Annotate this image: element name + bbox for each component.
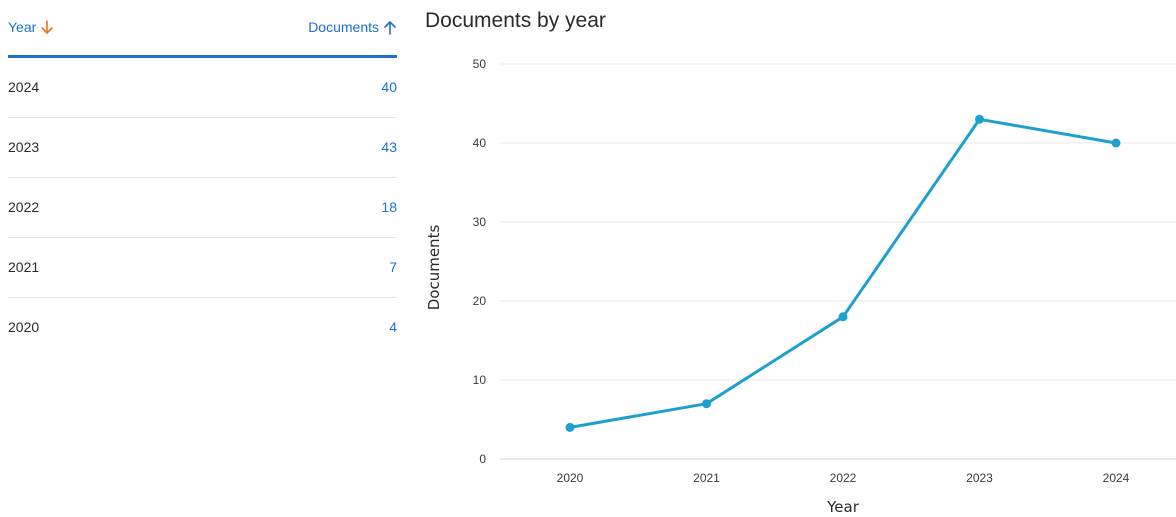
series-line	[568, 117, 1118, 429]
chart-title: Documents by year	[425, 9, 606, 32]
documents-count-link[interactable]: 4	[389, 319, 397, 335]
x-tick-label: 2024	[1103, 471, 1130, 485]
year-cell: 2020	[8, 319, 40, 335]
x-tick-label: 2022	[830, 471, 857, 485]
y-tick-label: 20	[473, 294, 487, 308]
data-point[interactable]	[565, 422, 575, 432]
x-tick-label: 2020	[557, 471, 584, 485]
table-header: Year Documents	[8, 0, 397, 58]
table-row: 2020 4	[8, 298, 397, 358]
documents-count-link[interactable]: 40	[381, 79, 397, 95]
data-point[interactable]	[702, 399, 711, 409]
x-axis-title: Year	[826, 498, 860, 516]
y-axis-title: Documents	[425, 225, 443, 311]
documents-column-header[interactable]: Documents	[308, 19, 397, 35]
documents-count-link[interactable]: 7	[389, 259, 397, 275]
year-cell: 2024	[8, 79, 40, 95]
year-cell: 2021	[8, 259, 40, 275]
documents-count-link[interactable]: 18	[381, 199, 397, 215]
table-row: 2021 7	[8, 238, 397, 298]
year-cell: 2023	[8, 139, 40, 155]
year-header-label: Year	[8, 19, 37, 35]
data-point[interactable]	[1111, 138, 1121, 148]
documents-header-label: Documents	[308, 19, 379, 35]
arrow-down-icon	[40, 19, 54, 35]
table-body: 2024 40 2023 43 2022 18 2021 7 2020 4	[8, 58, 397, 358]
arrow-up-icon	[383, 20, 397, 35]
year-column-header[interactable]: Year	[8, 19, 54, 35]
data-point[interactable]	[975, 114, 984, 124]
y-tick-label: 30	[473, 215, 487, 229]
data-point[interactable]	[838, 312, 848, 322]
table-row: 2023 43	[8, 118, 397, 178]
table-row: 2022 18	[8, 178, 397, 238]
year-cell: 2022	[8, 199, 40, 215]
documents-count-link[interactable]: 43	[381, 139, 397, 155]
y-tick-label: 40	[473, 136, 487, 150]
y-tick-label: 10	[473, 373, 487, 387]
table-row: 2024 40	[8, 58, 397, 118]
x-tick-label: 2023	[966, 471, 993, 485]
y-tick-label: 0	[479, 452, 486, 466]
line-chart: 0 10 20 30 40 50 2020 2021 2022 2023 2024 Year Docum…	[425, 57, 1176, 516]
x-tick-label: 2021	[693, 471, 720, 485]
documents-table: Year Documents 2024 40	[8, 0, 397, 358]
y-tick-label: 50	[473, 57, 487, 71]
